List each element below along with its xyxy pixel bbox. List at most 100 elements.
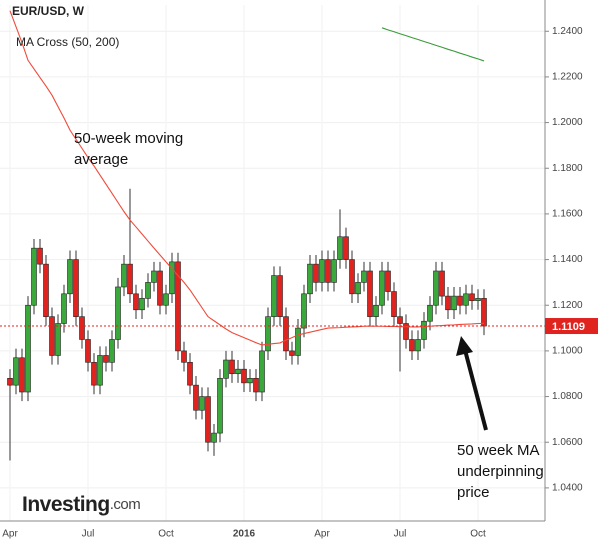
x-tick-label: Jul (82, 529, 95, 540)
candle-body (19, 357, 25, 393)
candle-body (169, 261, 175, 295)
candle-body (193, 384, 199, 411)
x-tick-label: Apr (314, 529, 330, 540)
candle-body (361, 270, 367, 283)
candle-body (379, 270, 385, 306)
candle-body (367, 270, 373, 317)
candle-body (97, 355, 103, 386)
candle-body (103, 355, 109, 363)
candle-body (481, 298, 487, 327)
candle-body (127, 263, 133, 295)
candle-body (373, 304, 379, 317)
candle-body (121, 263, 127, 288)
last-price-label: 1.1109 (552, 321, 585, 333)
candle-body (49, 316, 55, 356)
candle-body (253, 378, 259, 393)
annotation-line: 50-week moving (74, 130, 183, 147)
chart-title: EUR/USD, W (12, 4, 85, 18)
candle-body (31, 247, 37, 306)
y-tick-label: 1.1400 (552, 254, 583, 265)
candle-body (265, 316, 271, 352)
candle-body (7, 378, 13, 386)
x-tick-label: Oct (470, 529, 486, 540)
y-tick-label: 1.2200 (552, 72, 583, 83)
chart-subtitle: MA Cross (50, 200) (16, 35, 119, 49)
candle-body (313, 263, 319, 283)
candle-body (271, 275, 277, 317)
axis-labels: 1.0400 1.0600 1.0800 1.1000 1.1200 1.1400 1.16… (2, 26, 598, 540)
marks (0, 10, 545, 461)
x-tick-label: Jul (394, 529, 407, 540)
candle-body (151, 270, 157, 283)
logo-name: Investing (22, 493, 110, 516)
candle-body (277, 275, 283, 317)
candle-body (139, 298, 145, 311)
candle-body (67, 259, 73, 295)
moving-average (9, 10, 485, 346)
candle-body (241, 368, 247, 384)
y-tick-label: 1.0400 (552, 483, 583, 494)
candle-body (25, 304, 31, 393)
candle-body (109, 339, 115, 363)
candle-body (85, 339, 91, 363)
candle-body (385, 270, 391, 292)
logo-suffix: .com (110, 496, 141, 513)
candle-body (349, 259, 355, 295)
annotation-line: average (74, 151, 128, 168)
annotation-line: underpinning (457, 463, 544, 480)
arrow-shaft (463, 349, 488, 431)
candle-body (439, 270, 445, 297)
candle-body (199, 396, 205, 411)
candle-body (457, 295, 463, 306)
candle-body (337, 236, 343, 260)
candle-body (427, 304, 433, 322)
annotation-line: price (457, 484, 490, 501)
candle-body (325, 259, 331, 283)
candle-body (259, 350, 265, 393)
moving-average (381, 27, 485, 62)
candle-body (235, 368, 241, 375)
candle-body (205, 396, 211, 443)
candle-body (343, 236, 349, 260)
candle-body (283, 316, 289, 352)
candle-body (289, 350, 295, 356)
candle-body (61, 293, 67, 324)
candle-body (181, 350, 187, 363)
candle-body (409, 339, 415, 352)
candle-body (463, 293, 469, 306)
candle-body (355, 282, 361, 295)
x-tick-label: 2016 (233, 529, 256, 540)
candle-body (403, 323, 409, 340)
y-tick-label: 1.0600 (552, 437, 583, 448)
annotation-line: 50 week MA (457, 442, 540, 459)
y-tick-label: 1.2400 (552, 26, 583, 37)
last-price-tag (545, 318, 598, 335)
candle-body (211, 432, 217, 443)
candle-body (391, 291, 397, 317)
candle-body (307, 263, 313, 295)
arrow-head (456, 336, 473, 356)
candle-body (55, 323, 61, 356)
candle-body (421, 320, 427, 340)
candle-body (115, 286, 121, 340)
candle-body (133, 293, 139, 311)
y-tick-label: 1.0800 (552, 391, 583, 402)
candle-body (187, 362, 193, 386)
candle-body (295, 327, 301, 356)
candle-body (397, 316, 403, 324)
arrow (456, 336, 488, 431)
candle-body (175, 261, 181, 352)
x-tick-label: Oct (158, 529, 174, 540)
y-tick-label: 1.1800 (552, 163, 583, 174)
candle-body (79, 316, 85, 340)
candle-body (229, 359, 235, 375)
candle-body (157, 270, 163, 306)
y-tick-label: 1.1600 (552, 209, 583, 220)
candle-body (37, 247, 43, 265)
candle-body (433, 270, 439, 306)
x-tick-label: Apr (2, 529, 18, 540)
candle-body (73, 259, 79, 317)
candle-body (43, 263, 49, 317)
